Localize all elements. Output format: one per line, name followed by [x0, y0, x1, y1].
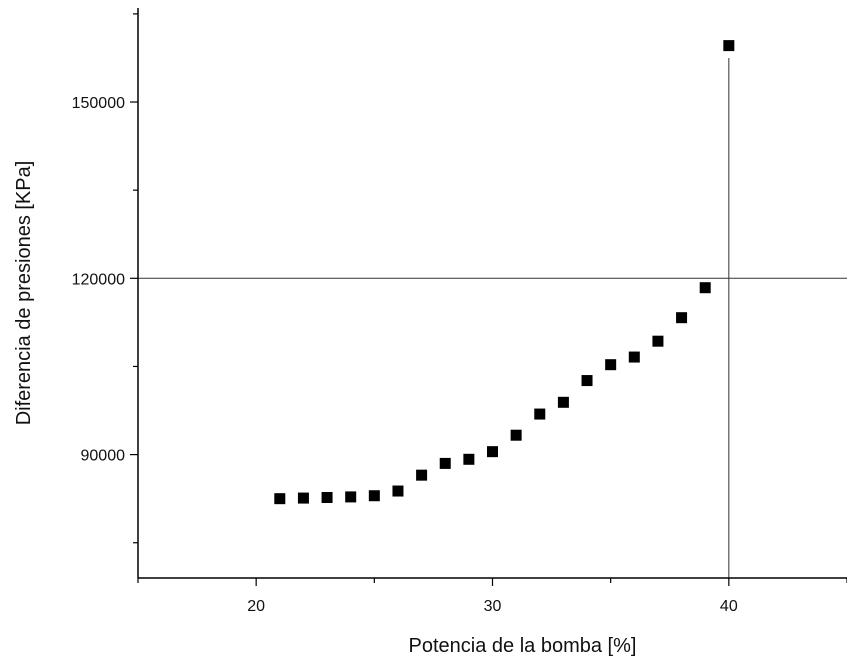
data-point — [652, 335, 664, 347]
data-point — [392, 485, 404, 497]
data-point — [534, 408, 546, 420]
data-point — [605, 359, 617, 371]
data-point — [439, 457, 451, 469]
y-axis-title: Diferencia de presiones [KPa] — [13, 161, 35, 426]
data-point — [463, 453, 475, 465]
data-point — [345, 491, 357, 503]
x-axis-title: Potencia de la bomba [%] — [409, 635, 637, 657]
data-point — [321, 491, 333, 503]
data-point — [676, 312, 688, 324]
data-point — [487, 446, 498, 458]
reference-lines — [138, 58, 847, 578]
axes — [137, 8, 847, 579]
y-tick-label: 150000 — [72, 95, 125, 112]
data-points — [274, 40, 735, 505]
y-tick-label: 120000 — [72, 271, 125, 288]
data-point — [274, 493, 286, 505]
data-point — [699, 282, 711, 294]
x-tick-label: 20 — [247, 598, 265, 615]
data-point — [557, 396, 569, 408]
y-tick-label: 90000 — [81, 448, 126, 465]
data-point — [723, 40, 735, 52]
x-tick-label: 30 — [484, 598, 502, 615]
data-point — [368, 490, 380, 502]
data-point — [416, 469, 428, 481]
x-tick-label: 40 — [720, 598, 738, 615]
data-point — [628, 351, 640, 363]
ticks: 20 30 40 90000 120000 150000 — [72, 13, 847, 615]
data-point — [297, 492, 309, 504]
data-point — [510, 429, 522, 441]
data-point — [581, 375, 593, 387]
